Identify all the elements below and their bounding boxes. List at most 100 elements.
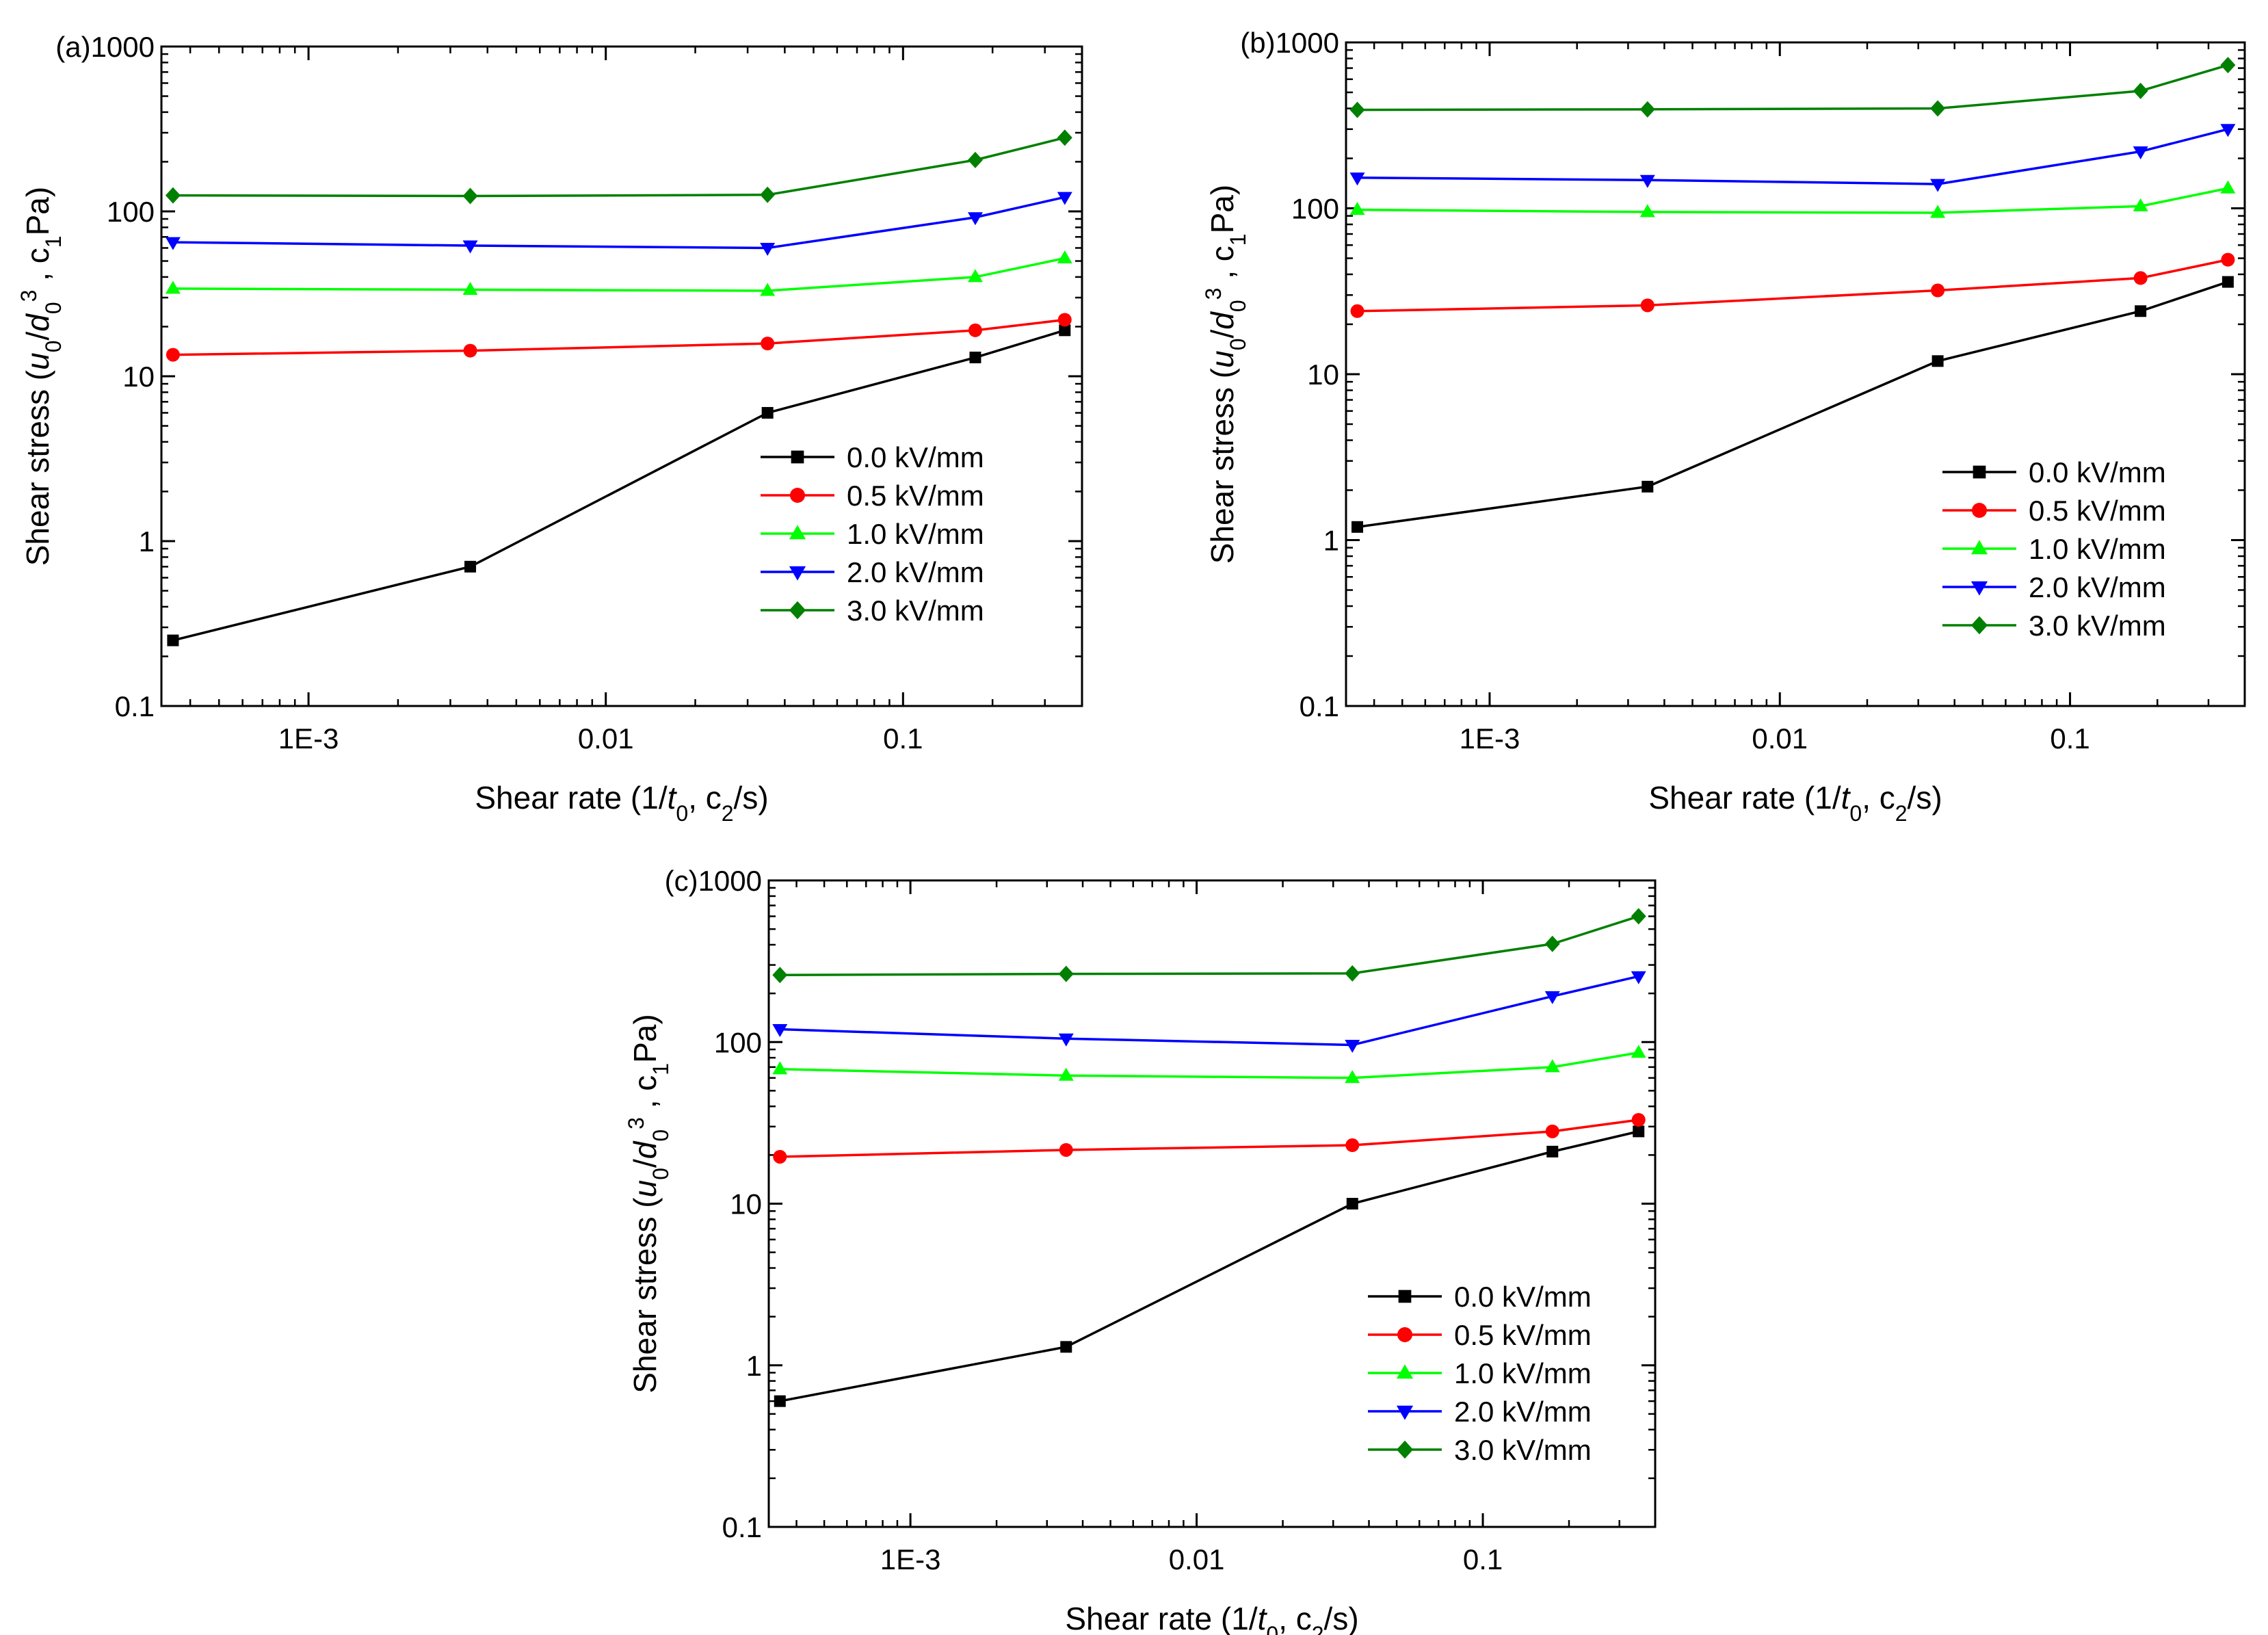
- data-point: [761, 406, 774, 419]
- data-point: [772, 1024, 788, 1038]
- data-point: [1345, 1138, 1360, 1153]
- y-axis-title: Shear stress (u0/d03 , c1Pa): [1201, 185, 1250, 564]
- legend-label: 0.5 kV/mm: [2029, 495, 2166, 527]
- x-tick-label: 0.01: [1752, 722, 1808, 755]
- legend-marker: [1396, 1440, 1414, 1459]
- panel-label: (c)1000: [665, 865, 762, 897]
- y-tick-label: 10: [122, 361, 155, 393]
- data-point: [1346, 1198, 1358, 1209]
- data-point: [166, 348, 180, 362]
- legend-label: 1.0 kV/mm: [2029, 533, 2166, 565]
- data-point: [1057, 313, 1072, 327]
- data-point: [1631, 1045, 1646, 1058]
- data-point: [1931, 283, 1945, 298]
- y-tick-label: 0.1: [1300, 690, 1339, 722]
- data-point: [165, 280, 181, 294]
- data-point: [969, 352, 981, 364]
- data-point: [2133, 146, 2148, 159]
- chart-panel: 1E-3 0.01 0.1 0.1 1 10 100 (c)1000 Shear rate (1…: [624, 865, 1657, 1635]
- x-tick-label: 0.01: [1169, 1543, 1225, 1575]
- data-point: [1631, 908, 1646, 925]
- x-tick-label: 0.1: [883, 722, 923, 755]
- legend-marker: [1970, 540, 1988, 555]
- data-point: [2135, 305, 2147, 317]
- data-point: [1059, 1142, 1073, 1157]
- legend-marker: [790, 488, 805, 503]
- x-axis-title: Shear rate (1/t0, c2/s): [475, 780, 768, 826]
- data-point: [1631, 971, 1646, 984]
- data-point: [968, 323, 982, 337]
- x-axis-title: Shear rate (1/t0, c2/s): [1648, 780, 1942, 826]
- x-tick-label: 1E-3: [278, 722, 339, 755]
- legend-label: 0.0 kV/mm: [1454, 1281, 1592, 1313]
- x-axis-title: Shear rate (1/t0, c2/s): [1065, 1601, 1358, 1635]
- data-point: [1544, 991, 1560, 1004]
- data-point: [760, 242, 776, 256]
- series-line: [172, 257, 1066, 292]
- legend-label: 3.0 kV/mm: [1454, 1434, 1592, 1466]
- y-tick-label: 10: [730, 1188, 762, 1220]
- chart-panel: 1E-3 0.01 0.1 0.1 1 10 100 (a)1000 Shear rate (1…: [16, 31, 1083, 826]
- data-point: [1545, 1124, 1559, 1138]
- data-point: [761, 337, 775, 351]
- data-point: [1351, 521, 1364, 533]
- data-point: [1931, 355, 1944, 367]
- data-point: [772, 967, 788, 984]
- data-point: [967, 151, 983, 168]
- data-point: [462, 281, 478, 295]
- data-point: [1345, 965, 1360, 982]
- y-tick-label: 100: [1291, 193, 1339, 225]
- y-axis-title: Shear stress (u0/d03 , c1Pa): [16, 187, 66, 566]
- series-line: [1357, 128, 2228, 185]
- data-point: [2220, 180, 2236, 194]
- data-point: [1544, 935, 1560, 952]
- data-point: [1058, 965, 1074, 982]
- data-point: [2221, 276, 2234, 288]
- legend-marker: [791, 450, 804, 464]
- panel-letter: (c): [665, 865, 698, 897]
- chart-panel: 1E-3 0.01 0.1 0.1 1 10 100 (b)1000 Shear rate (1…: [1201, 27, 2246, 826]
- data-point: [2221, 252, 2235, 267]
- legend-marker: [789, 525, 806, 540]
- y-tick-label: 1: [139, 525, 155, 558]
- series-line: [1357, 187, 2228, 214]
- data-point: [167, 634, 179, 646]
- legend-marker: [1396, 1405, 1414, 1420]
- data-point: [1639, 174, 1655, 188]
- series-line: [780, 915, 1639, 976]
- panel-label: (a)1000: [55, 31, 155, 63]
- legend-label: 0.5 kV/mm: [847, 480, 984, 512]
- y-tick-label: 10: [1307, 358, 1339, 391]
- data-point: [774, 1395, 786, 1407]
- series-line: [1357, 258, 2228, 313]
- legend-marker: [789, 601, 806, 620]
- panel-letter: (a): [55, 31, 90, 63]
- series-line: [780, 1051, 1639, 1080]
- legend-label: 3.0 kV/mm: [847, 594, 984, 627]
- y-tick-label: 0.1: [115, 690, 155, 722]
- x-tick-label: 1E-3: [1460, 722, 1520, 755]
- data-point: [2220, 124, 2236, 138]
- panel-letter: (b): [1240, 27, 1275, 59]
- data-point: [2133, 198, 2148, 211]
- series-line: [172, 136, 1066, 198]
- data-point: [1057, 250, 1072, 263]
- y-tick-label: 100: [107, 196, 155, 228]
- data-point: [1058, 1033, 1074, 1047]
- data-point: [1058, 1067, 1074, 1081]
- data-point: [1639, 101, 1655, 118]
- legend-marker: [1973, 465, 1986, 479]
- x-tick-label: 0.1: [2050, 722, 2089, 755]
- data-point: [967, 269, 983, 283]
- legend-label: 3.0 kV/mm: [2029, 610, 2166, 642]
- data-point: [772, 1061, 788, 1075]
- x-tick-label: 0.1: [1463, 1543, 1503, 1575]
- data-point: [1349, 202, 1365, 215]
- x-tick-label: 0.01: [578, 722, 634, 755]
- data-point: [1546, 1145, 1559, 1157]
- data-point: [1349, 172, 1365, 186]
- data-point: [462, 187, 478, 205]
- data-point: [2220, 57, 2236, 74]
- data-point: [773, 1149, 787, 1164]
